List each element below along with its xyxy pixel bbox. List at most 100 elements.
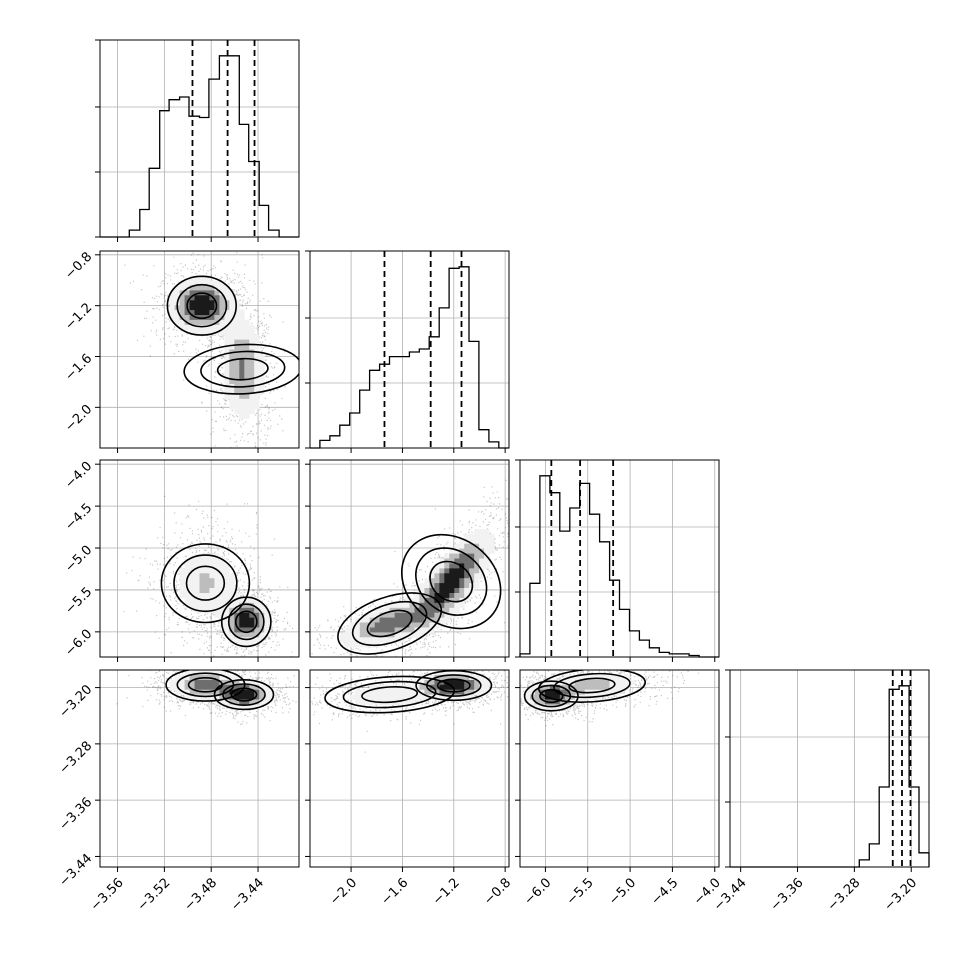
density-cell [234,379,240,385]
density-cell [224,607,230,614]
density-cell [424,602,430,609]
density-cell [249,607,255,614]
density-cell [394,689,400,695]
density-cell [179,684,185,691]
density-cell [359,622,366,628]
density-cell [449,694,455,700]
panel-frame [309,669,510,868]
density-cell [579,679,586,686]
panel-frame [309,459,510,658]
density-cell [234,315,240,321]
density-cell [214,280,220,286]
density-cell [209,694,215,700]
density-cell [239,403,245,409]
density-cell [449,578,455,584]
density-cell [244,597,250,604]
density-cell [204,310,210,316]
density-cell [244,622,250,628]
histogram-step [310,266,509,449]
density-cell [224,354,230,360]
density-cell [229,602,235,609]
density-cell [469,689,475,695]
density-cell [209,578,215,584]
density-cell [184,694,190,700]
density-cell [269,694,275,700]
density-cell [484,533,490,540]
density-cell [249,339,255,345]
density-cell [219,305,225,311]
density-cell [194,310,200,316]
density-cell [449,573,455,579]
density-cell [194,588,200,594]
density-cell [179,280,185,286]
density-cell [229,637,235,643]
density-cell [594,684,600,691]
density-cell [224,593,230,599]
density-contour [436,678,471,693]
density-cell [194,280,200,286]
density-cell [229,393,235,400]
density-cell [429,612,435,618]
density-cell [199,578,205,584]
density-cell [244,398,250,405]
density-cell [219,300,225,306]
density-cell [359,617,366,623]
density-cell [469,548,475,554]
density-cell [254,388,260,395]
density-cell [374,694,381,700]
density-cell [539,694,546,700]
y-tick-label: −1.6 [62,351,95,384]
density-cell [419,632,425,638]
density-cell [364,622,371,628]
density-cell [349,642,356,648]
density-cell [564,679,571,686]
density-contour [166,275,237,336]
density-cell [204,694,210,700]
density-cell [404,632,410,638]
density-cell [249,334,255,340]
density-cell [409,684,415,691]
density-cell [469,568,475,574]
density-cell [214,670,220,676]
density-cell [259,689,265,695]
density-cell [224,583,230,589]
density-cell [424,583,430,589]
density-cell [224,388,230,395]
density-cell [439,597,445,604]
density-cell [214,588,220,594]
density-cell [234,632,240,638]
density-cell [254,364,260,370]
density-panel-1-2 [95,250,300,453]
density-cell [234,602,240,609]
density-cell [404,602,410,609]
density-cell [384,637,390,643]
density-cell [174,319,180,326]
density-cell [234,364,240,370]
density-cell [204,324,210,331]
density-cell [244,344,250,350]
density-cell [604,684,610,691]
density-cell [169,315,176,321]
density-cell [454,583,460,589]
density-cell [469,558,475,564]
density-cell [229,617,235,623]
density-cell [234,689,240,695]
density-cell [409,622,415,628]
density-cell [224,612,230,618]
density-cell [474,533,480,540]
density-cell [179,324,185,331]
density-cell [199,280,205,286]
density-cell [234,679,240,686]
density-cell [454,593,460,599]
density-cell [589,684,595,691]
density-cell [459,568,465,574]
y-tick-label: −5.0 [62,543,95,576]
density-cell [249,642,255,648]
density-cell [264,607,270,614]
density-cell [179,593,185,599]
density-cell [459,679,465,686]
density-contour [538,670,646,703]
density-cell [194,300,200,306]
density-cell [424,588,430,594]
density-cell [444,553,450,559]
